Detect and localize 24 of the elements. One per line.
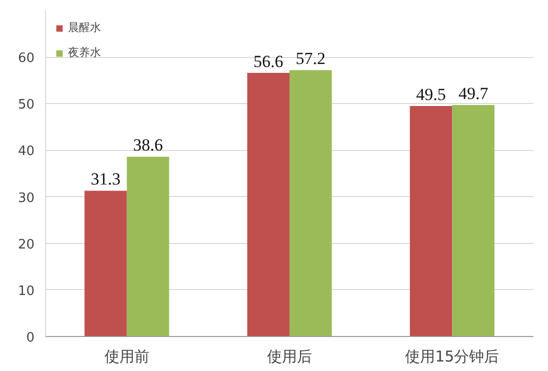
y-tick-label: 10	[18, 284, 35, 299]
legend-label: 晨醒水	[68, 21, 101, 35]
y-tick-label: 30	[18, 190, 35, 206]
y-tick-label: 20	[18, 237, 35, 252]
bar	[452, 105, 494, 336]
legend-label: 夜养水	[68, 46, 101, 60]
y-tick-label: 60	[18, 51, 35, 66]
y-tick-label: 0	[26, 330, 35, 346]
x-tick-label: 使用15分钟后	[405, 348, 500, 366]
bar	[247, 72, 290, 336]
y-tick-label: 50	[18, 98, 35, 113]
bar	[290, 70, 332, 336]
bar	[410, 106, 452, 336]
y-tick-label: 40	[18, 144, 35, 160]
x-tick-label: 使用前	[104, 348, 150, 366]
data-label: 56.6	[253, 52, 284, 71]
data-label: 31.3	[90, 170, 121, 189]
data-label: 57.2	[296, 49, 326, 68]
bar	[84, 190, 127, 336]
data-label: 49.7	[458, 84, 489, 104]
data-label: 49.5	[416, 84, 446, 104]
x-tick-label: 使用后	[267, 348, 312, 366]
data-label: 38.6	[133, 136, 163, 155]
bar	[126, 156, 170, 336]
